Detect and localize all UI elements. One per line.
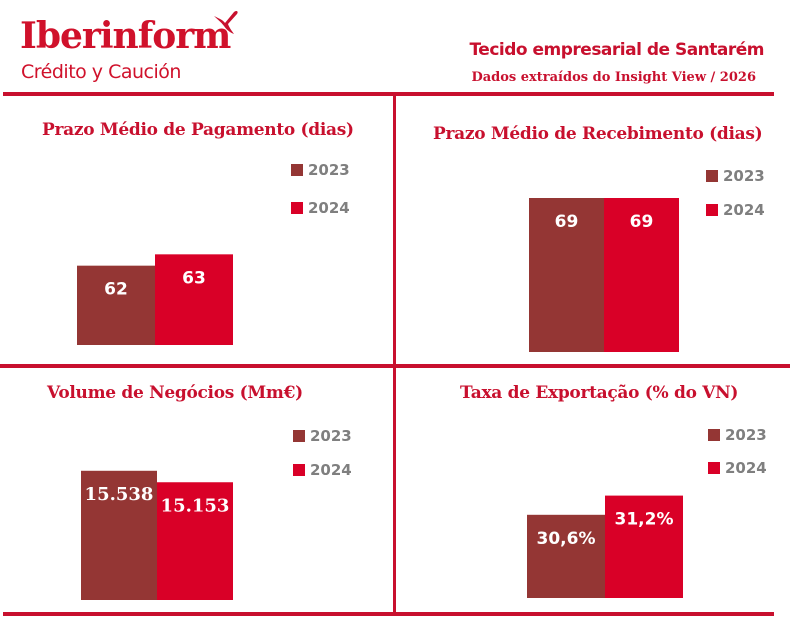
bottom-divider [3,612,774,616]
chart-panel-volume: Volume de Negócios (Mm€) 2023 2024 15.53… [0,368,393,612]
bar-2023 [81,470,157,600]
legend-label: 2024 [310,461,352,479]
legend-item-2023: 2023 [291,161,350,179]
bar-2024 [605,495,683,598]
legend-label: 2023 [308,161,350,179]
bar-2024 [604,198,679,352]
chart-panel-export: Taxa de Exportação (% do VN) 2023 2024 3… [396,368,790,612]
bar-value-label-2023: 30,6% [537,529,596,549]
bar-value-label-2024: 63 [182,268,206,288]
bar-2023 [77,265,155,345]
legend-swatch-2023 [291,164,303,176]
legend-item-2024: 2024 [708,459,767,477]
legend-swatch-2023 [706,170,718,182]
legend-label: 2024 [725,459,767,477]
bar-chart-pmr: 69 69 [529,198,679,352]
legend-label: 2023 [725,426,767,444]
legend-swatch-2024 [291,202,303,214]
chart-title: Prazo Médio de Pagamento (dias) [42,120,354,140]
legend-item-2023: 2023 [706,167,765,185]
legend-label: 2023 [310,427,352,445]
page-subtitle: Dados extraídos do Insight View / 2026 [471,70,756,85]
bar-chart-volume: 15.538 15.153 [81,470,233,600]
chart-title: Taxa de Exportação (% do VN) [460,383,739,403]
legend-label: 2024 [308,199,350,217]
logo-plane-icon [214,10,238,35]
bar-chart-pmp: 62 63 [77,254,233,345]
bar-value-label-2023: 69 [555,212,579,232]
legend-item-2023: 2023 [293,427,352,445]
bar-value-label-2023: 15.538 [85,484,154,505]
chart-title: Volume de Negócios (Mm€) [47,383,303,403]
legend-swatch-2024 [706,204,718,216]
bar-2023 [527,514,605,598]
logo-text: Iberinform [20,15,231,57]
legend-label: 2023 [723,167,765,185]
legend-swatch-2024 [708,462,720,474]
legend-label: 2024 [723,201,765,219]
bar-value-label-2023: 62 [104,280,128,300]
bar-2023 [529,198,604,352]
page-title: Tecido empresarial de Santarém [469,40,764,60]
chart-title: Prazo Médio de Recebimento (dias) [433,124,763,144]
bar-chart-export: 30,6% 31,2% [527,495,683,598]
legend-item-2024: 2024 [706,201,765,219]
chart-panel-pmr: Prazo Médio de Recebimento (dias) 2023 2… [396,96,790,364]
legend-swatch-2023 [293,430,305,442]
legend-item-2024: 2024 [291,199,350,217]
bar-value-label-2024: 15.153 [161,495,230,516]
logo-subtext: Crédito y Caución [21,61,181,83]
chart-panel-pmp: Prazo Médio de Pagamento (dias) 2023 202… [0,96,393,364]
bar-value-label-2024: 31,2% [615,510,674,530]
bar-2024 [157,482,233,600]
bar-2024 [155,254,233,345]
legend-swatch-2023 [708,429,720,441]
vertical-divider [393,92,396,615]
legend-swatch-2024 [293,464,305,476]
header-divider [3,92,774,96]
legend-item-2024: 2024 [293,461,352,479]
legend-item-2023: 2023 [708,426,767,444]
bar-value-label-2024: 69 [630,212,654,232]
